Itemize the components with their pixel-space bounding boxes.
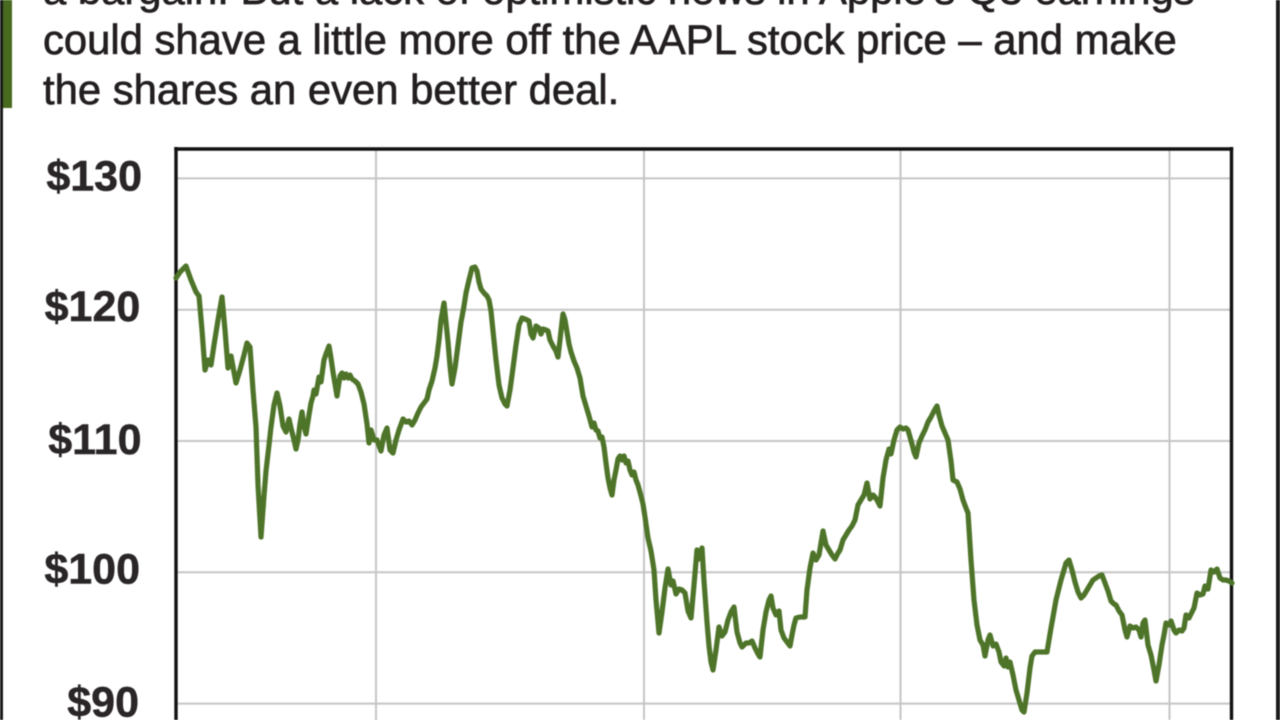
svg-text:$110: $110 [48, 416, 141, 464]
svg-text:$90: $90 [67, 679, 139, 720]
svg-text:$100: $100 [44, 545, 140, 593]
svg-text:$130: $130 [46, 153, 142, 201]
svg-text:$120: $120 [45, 283, 141, 331]
